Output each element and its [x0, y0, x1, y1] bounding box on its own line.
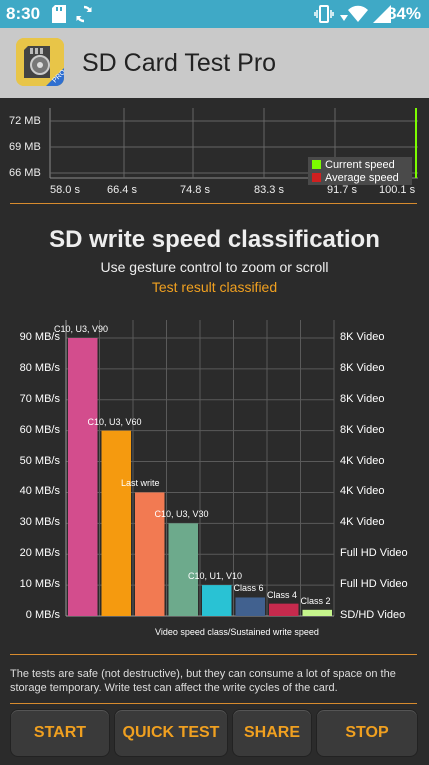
- bar-label: Class 2: [300, 595, 331, 606]
- divider: [10, 703, 417, 704]
- video-class-label: 4K Video: [340, 454, 385, 467]
- video-class-label: 8K Video: [340, 423, 385, 436]
- cell-signal-icon: [373, 5, 391, 28]
- bar-label: Class 4: [267, 589, 298, 600]
- y-tick-label: 60 MB/s: [19, 423, 60, 436]
- share-button[interactable]: SHARE: [232, 709, 312, 757]
- y-tick-label: 30 MB/s: [19, 516, 60, 529]
- bar: [135, 492, 165, 616]
- video-class-label: 8K Video: [340, 361, 385, 374]
- signal-dot-icon: [340, 9, 348, 27]
- sync-icon: [75, 5, 93, 28]
- legend-average: Average speed: [312, 172, 399, 184]
- y-tick-label: 90 MB/s: [19, 331, 60, 343]
- speed-legend: Current speed Average speed: [308, 157, 412, 185]
- video-class-label: 4K Video: [340, 485, 385, 498]
- classification-status: Test result classified: [151, 279, 278, 295]
- video-class-label: 8K Video: [340, 392, 385, 405]
- bar-label: Class 6: [233, 583, 264, 594]
- bar-label: C10, U1, V10: [188, 571, 243, 582]
- vibrate-icon: [314, 5, 334, 28]
- battery-level: 84%: [386, 4, 421, 23]
- speed-class-chart[interactable]: 90 MB/s 80 MB/s 70 MB/s 60 MB/s 50 MB/s 40 MB…: [0, 300, 429, 645]
- bar-label: C10, U3, V30: [154, 509, 209, 520]
- x-label: 83.3 s: [254, 184, 284, 196]
- safety-notice: The tests are safe (not destructive), bu…: [10, 668, 396, 694]
- wifi-icon: [348, 5, 368, 28]
- x-label: 74.8 s: [180, 184, 210, 196]
- legend-average-label: Average speed: [325, 172, 399, 184]
- video-class-label: Full HD Video: [340, 547, 408, 560]
- y-label: 72 MB: [9, 115, 41, 127]
- video-class-label: Full HD Video: [340, 578, 408, 591]
- y-tick-label: 0 MB/s: [25, 609, 60, 621]
- app-title: SD Card Test Pro: [82, 49, 277, 77]
- legend-current: Current speed: [312, 159, 395, 171]
- x-label: 66.4 s: [107, 184, 137, 196]
- video-class-label: SD/HD Video: [340, 609, 406, 621]
- bar: [302, 609, 332, 616]
- current-speed-swatch: [312, 160, 321, 169]
- app-bar: PRO SD Card Test Pro: [0, 28, 429, 98]
- divider: [10, 654, 417, 655]
- video-class-label: 8K Video: [340, 331, 385, 343]
- y-tick-label: 40 MB/s: [19, 485, 60, 498]
- start-button[interactable]: START: [10, 709, 110, 757]
- x-label: 91.7 s: [327, 184, 357, 196]
- sd-card-icon: [52, 5, 66, 28]
- bar-label: C10, U3, V60: [87, 416, 142, 427]
- x-label: 100.1 s: [379, 184, 416, 196]
- y-label: 66 MB: [9, 167, 41, 179]
- bar: [168, 523, 198, 616]
- classification-title: SD write speed classification: [49, 226, 380, 253]
- average-speed-swatch: [312, 173, 321, 182]
- divider: [10, 203, 417, 204]
- bar: [269, 603, 299, 616]
- chart-plot-area: [65, 320, 335, 617]
- clock: 8:30: [6, 4, 41, 23]
- bar: [68, 338, 98, 616]
- y-tick-label: 50 MB/s: [19, 454, 60, 467]
- video-class-label: 4K Video: [340, 516, 385, 529]
- y-tick-label: 10 MB/s: [19, 578, 60, 591]
- x-label: 58.0 s: [50, 184, 80, 196]
- app-logo: PRO: [16, 38, 64, 86]
- stop-button[interactable]: STOP: [316, 709, 418, 757]
- bar-label: C10, U3, V90: [54, 324, 109, 334]
- bar: [101, 430, 131, 616]
- quick-test-button[interactable]: QUICK TEST: [114, 709, 228, 757]
- x-axis-title: Video speed class/Sustained write speed: [155, 627, 319, 637]
- y-label: 69 MB: [9, 141, 41, 153]
- y-tick-label: 20 MB/s: [19, 547, 60, 560]
- bar: [202, 585, 232, 616]
- bar: [235, 597, 265, 616]
- y-tick-label: 70 MB/s: [19, 392, 60, 405]
- legend-current-label: Current speed: [325, 159, 395, 171]
- bar-label: Last write: [121, 478, 160, 489]
- status-bar: 8:30 84%: [0, 0, 429, 28]
- classification-subtitle: Use gesture control to zoom or scroll: [100, 259, 329, 275]
- y-tick-label: 80 MB/s: [19, 361, 60, 374]
